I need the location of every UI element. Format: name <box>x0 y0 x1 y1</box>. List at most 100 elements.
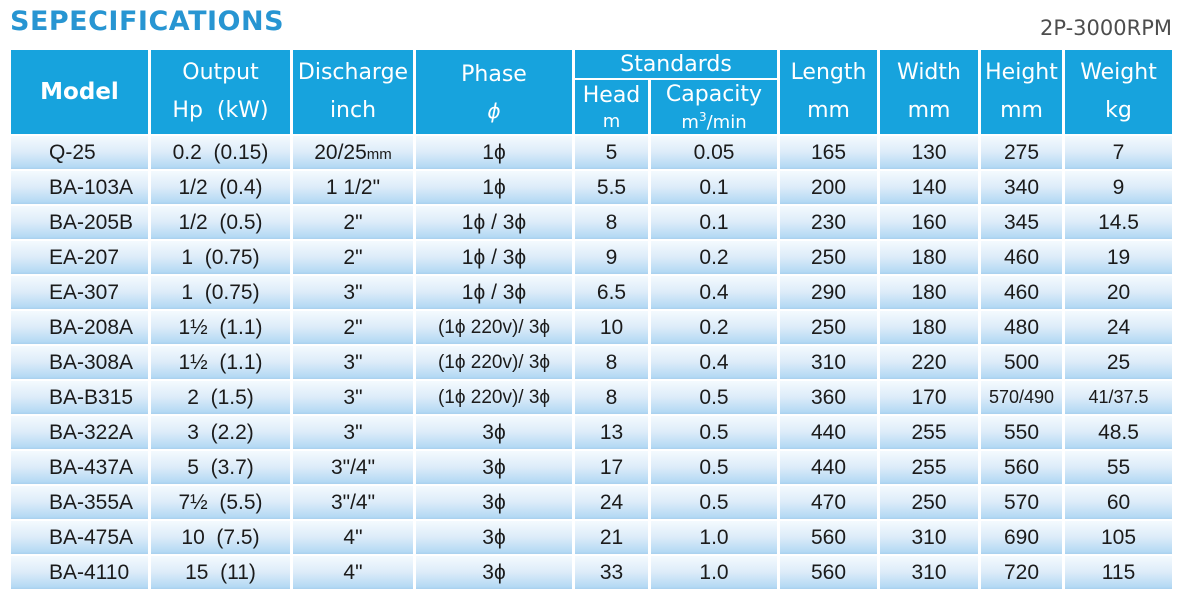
cell-model: BA-322A <box>11 416 148 449</box>
cell-width: 180 <box>880 276 979 309</box>
cell-output: 10 (7.5) <box>151 521 290 554</box>
cell-length: 360 <box>780 381 878 414</box>
table-row: BA-475A 10 (7.5) 4" 3ϕ 21 1.0 560 310 69… <box>11 521 1173 554</box>
header-model: Model <box>11 50 148 134</box>
cell-height: 560 <box>981 451 1063 484</box>
cell-phase: 3ϕ <box>416 416 572 449</box>
header-head: Head m <box>575 80 648 134</box>
cell-output: 1/2 (0.4) <box>151 171 290 204</box>
cell-capacity: 1.0 <box>651 556 778 589</box>
cell-weight: 25 <box>1065 346 1173 379</box>
cell-length: 560 <box>780 556 878 589</box>
cell-capacity: 0.5 <box>651 381 778 414</box>
cell-head: 9 <box>575 241 648 274</box>
cell-head: 5.5 <box>575 171 648 204</box>
cell-head: 8 <box>575 381 648 414</box>
cell-width: 310 <box>880 521 979 554</box>
cell-output: 1 (0.75) <box>151 276 290 309</box>
cell-length: 310 <box>780 346 878 379</box>
cell-output: 1½ (1.1) <box>151 346 290 379</box>
header-weight: Weight kg <box>1065 50 1173 134</box>
cell-weight: 24 <box>1065 311 1173 344</box>
cell-output: 7½ (5.5) <box>151 486 290 519</box>
cell-phase: 1ϕ <box>416 136 572 169</box>
cell-capacity: 0.4 <box>651 346 778 379</box>
cell-head: 24 <box>575 486 648 519</box>
cell-height: 460 <box>981 276 1063 309</box>
cell-discharge: 3" <box>293 416 413 449</box>
rpm-label: 2P-3000RPM <box>1040 16 1172 40</box>
header-height: Height mm <box>981 50 1063 134</box>
cell-phase: 3ϕ <box>416 556 572 589</box>
cell-capacity: 0.05 <box>651 136 778 169</box>
cell-phase: 1ϕ / 3ϕ <box>416 206 572 239</box>
cell-capacity: 0.2 <box>651 311 778 344</box>
cell-height: 345 <box>981 206 1063 239</box>
cell-length: 250 <box>780 241 878 274</box>
cell-length: 250 <box>780 311 878 344</box>
cell-model: BA-208A <box>11 311 148 344</box>
cell-length: 440 <box>780 416 878 449</box>
cell-model: EA-307 <box>11 276 148 309</box>
cell-height: 550 <box>981 416 1063 449</box>
cell-height: 275 <box>981 136 1063 169</box>
cell-width: 160 <box>880 206 979 239</box>
cell-weight: 55 <box>1065 451 1173 484</box>
cell-width: 180 <box>880 311 979 344</box>
cell-discharge: 2" <box>293 241 413 274</box>
cell-output: 1/2 (0.5) <box>151 206 290 239</box>
cell-model: BA-205B <box>11 206 148 239</box>
cell-discharge: 3"/4" <box>293 486 413 519</box>
table-row: BA-437A 5 (3.7) 3"/4" 3ϕ 17 0.5 440 255 … <box>11 451 1173 484</box>
header-width: Width mm <box>880 50 979 134</box>
table-row: EA-207 1 (0.75) 2" 1ϕ / 3ϕ 9 0.2 250 180… <box>11 241 1173 274</box>
cell-discharge: 4" <box>293 556 413 589</box>
cell-weight: 20 <box>1065 276 1173 309</box>
cell-length: 290 <box>780 276 878 309</box>
table-row: BA-205B 1/2 (0.5) 2" 1ϕ / 3ϕ 8 0.1 230 1… <box>11 206 1173 239</box>
header-capacity: Capacity m3/min <box>651 80 778 134</box>
cell-head: 8 <box>575 206 648 239</box>
cell-head: 10 <box>575 311 648 344</box>
cell-head: 5 <box>575 136 648 169</box>
cell-phase: 1ϕ / 3ϕ <box>416 276 572 309</box>
cell-weight: 48.5 <box>1065 416 1173 449</box>
cell-phase: (1ϕ 220v)/ 3ϕ <box>416 346 572 379</box>
cell-width: 310 <box>880 556 979 589</box>
cell-width: 255 <box>880 451 979 484</box>
capacity-unit: m3/min <box>681 109 747 133</box>
table-row: BA-B315 2 (1.5) 3" (1ϕ 220v)/ 3ϕ 8 0.5 3… <box>11 381 1173 414</box>
cell-model: BA-355A <box>11 486 148 519</box>
cell-output: 1 (0.75) <box>151 241 290 274</box>
header-phase: Phase ϕ <box>416 50 572 134</box>
cell-discharge: 4" <box>293 521 413 554</box>
cell-output: 5 (3.7) <box>151 451 290 484</box>
cell-weight: 7 <box>1065 136 1173 169</box>
cell-phase: 3ϕ <box>416 486 572 519</box>
cell-discharge: 3" <box>293 346 413 379</box>
cell-model: BA-308A <box>11 346 148 379</box>
table-row: BA-4110 15 (11) 4" 3ϕ 33 1.0 560 310 720… <box>11 556 1173 589</box>
cell-capacity: 1.0 <box>651 521 778 554</box>
cell-width: 255 <box>880 416 979 449</box>
cell-output: 2 (1.5) <box>151 381 290 414</box>
cell-phase: 3ϕ <box>416 521 572 554</box>
cell-height: 720 <box>981 556 1063 589</box>
cell-phase: (1ϕ 220v)/ 3ϕ <box>416 311 572 344</box>
cell-weight: 41/37.5 <box>1065 381 1173 414</box>
table-row: EA-307 1 (0.75) 3" 1ϕ / 3ϕ 6.5 0.4 290 1… <box>11 276 1173 309</box>
cell-discharge: 2" <box>293 311 413 344</box>
table-row: BA-208A 1½ (1.1) 2" (1ϕ 220v)/ 3ϕ 10 0.2… <box>11 311 1173 344</box>
cell-head: 17 <box>575 451 648 484</box>
cell-weight: 19 <box>1065 241 1173 274</box>
cell-capacity: 0.5 <box>651 451 778 484</box>
cell-head: 6.5 <box>575 276 648 309</box>
table-row: BA-322A 3 (2.2) 3" 3ϕ 13 0.5 440 255 550… <box>11 416 1173 449</box>
cell-output: 15 (11) <box>151 556 290 589</box>
cell-output: 3 (2.2) <box>151 416 290 449</box>
cell-height: 340 <box>981 171 1063 204</box>
cell-model: BA-437A <box>11 451 148 484</box>
cell-length: 560 <box>780 521 878 554</box>
cell-model: BA-4110 <box>11 556 148 589</box>
